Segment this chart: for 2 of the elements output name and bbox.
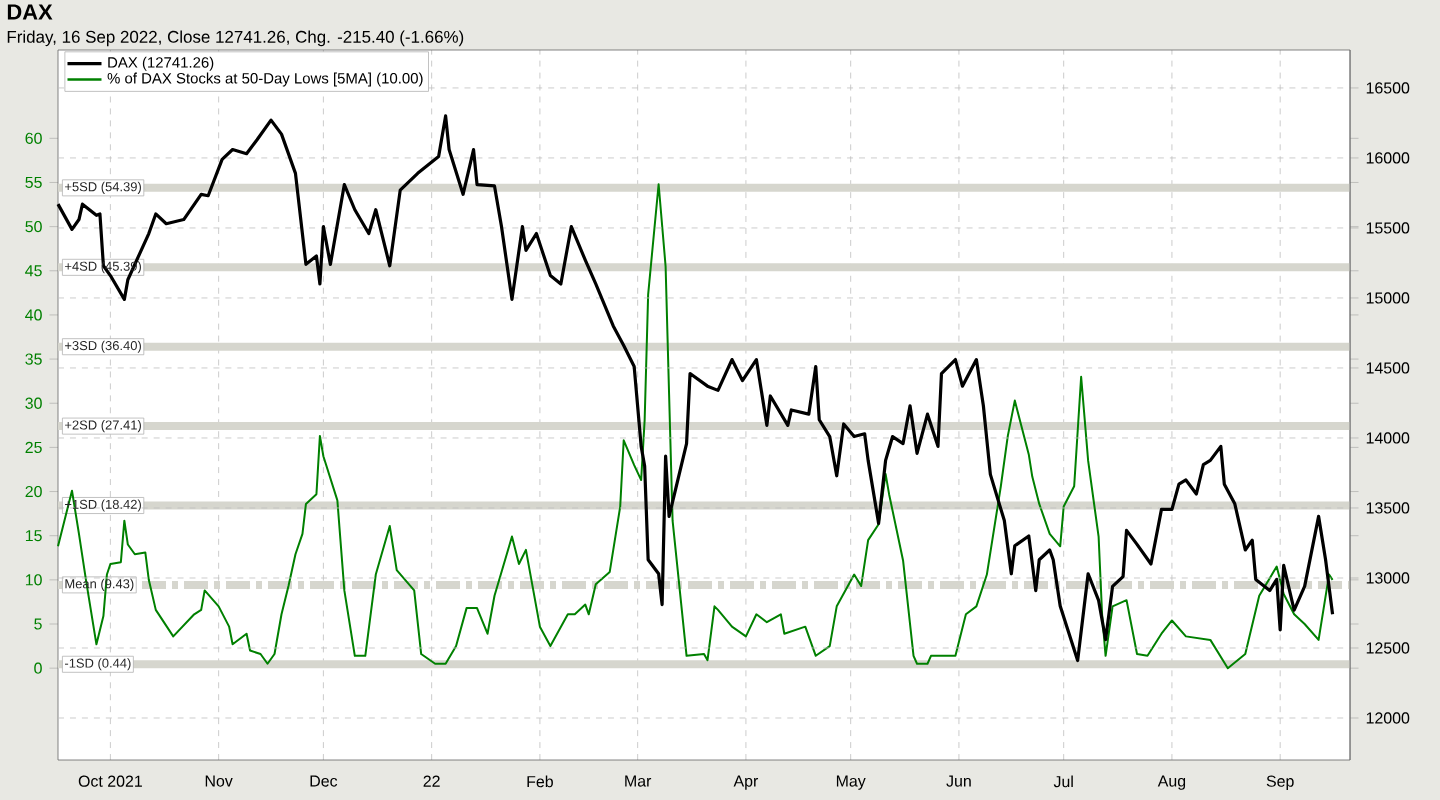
- chart-subtitle: Friday, 16 Sep 2022, Close 12741.26, Chg. -215.40 (-1.66%): [7, 30, 464, 47]
- chart-title: DAX: [7, 4, 53, 20]
